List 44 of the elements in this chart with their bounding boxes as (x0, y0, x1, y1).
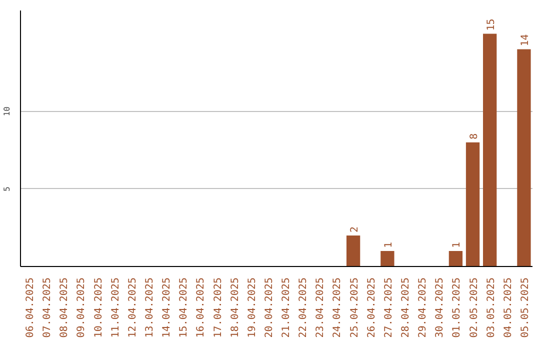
x-tick-label: 26.04.2025 (366, 277, 378, 338)
x-tick-label: 27.04.2025 (383, 277, 394, 338)
x-tick-label: 29.04.2025 (418, 277, 429, 338)
y-tick-label: 5 (2, 186, 12, 192)
x-tick-label: 20.04.2025 (264, 277, 275, 338)
x-tick-label: 10.04.2025 (93, 277, 104, 338)
x-tick-label: 19.04.2025 (246, 277, 258, 338)
x-tick-label: 13.04.2025 (144, 277, 156, 338)
data-label: 14 (520, 34, 531, 46)
data-label: 1 (383, 242, 394, 248)
bar (466, 142, 480, 266)
x-tick-label: 14.04.2025 (162, 277, 173, 338)
x-tick-label: 01.05.2025 (452, 277, 463, 338)
x-tick-label: 03.05.2025 (486, 277, 497, 338)
x-tick-label: 17.04.2025 (212, 277, 224, 338)
x-tick-label: 07.04.2025 (42, 277, 54, 338)
x-tick-label: 23.04.2025 (315, 277, 326, 338)
x-tick-label: 21.04.2025 (281, 277, 292, 338)
x-tick-label: 28.04.2025 (400, 277, 412, 338)
y-tick-label: 10 (2, 106, 12, 116)
bar (483, 34, 497, 266)
x-tick-label: 12.04.2025 (127, 277, 138, 338)
x-tick-label: 25.04.2025 (349, 277, 360, 338)
x-tick-label: 22.04.2025 (298, 277, 310, 338)
bar (448, 250, 463, 266)
x-tick-label: 02.05.2025 (468, 277, 480, 338)
x-tick-label: 16.04.2025 (196, 277, 207, 338)
data-label: 15 (486, 18, 497, 31)
data-label: 2 (349, 226, 360, 232)
x-tick-label: 05.05.2025 (520, 277, 531, 338)
bar (346, 235, 360, 266)
bar (380, 250, 394, 266)
x-tick-label: 11.04.2025 (110, 277, 122, 338)
data-label: 8 (468, 133, 480, 140)
x-tick-label: 08.04.2025 (59, 277, 70, 338)
x-tick-label: 30.04.2025 (434, 277, 446, 338)
x-tick-label: 09.04.2025 (76, 277, 88, 338)
bar (517, 49, 531, 266)
data-label: 1 (452, 242, 463, 248)
x-tick-label: 04.05.2025 (502, 277, 514, 338)
x-tick-label: 18.04.2025 (230, 277, 241, 338)
x-tick-label: 15.04.2025 (178, 277, 190, 338)
x-tick-label: 24.04.2025 (332, 277, 344, 338)
x-tick-label: 06.04.2025 (25, 277, 36, 338)
